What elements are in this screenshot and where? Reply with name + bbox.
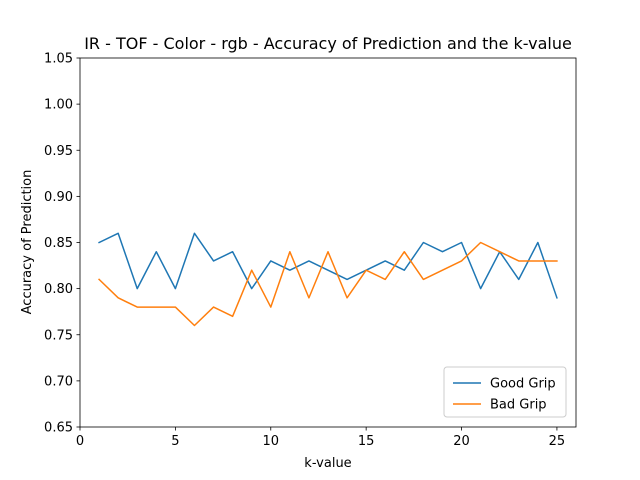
y-tick-label: 1.05 <box>44 52 73 67</box>
x-tick-label: 10 <box>262 434 279 449</box>
y-tick-label: 0.95 <box>44 144 73 159</box>
x-tick-label: 15 <box>358 434 375 449</box>
chart-title: IR - TOF - Color - rgb - Accuracy of Pre… <box>84 34 572 53</box>
legend-label-1: Good Grip <box>490 377 556 392</box>
x-axis-label: k-value <box>304 456 351 471</box>
y-axis-label: Accuracy of Prediction <box>20 170 35 315</box>
y-tick-label: 0.90 <box>44 190 73 205</box>
y-tick-label: 0.75 <box>44 328 73 343</box>
y-tick-label: 0.65 <box>44 421 73 436</box>
y-tick-label: 0.80 <box>44 282 73 297</box>
x-tick-label: 25 <box>549 434 566 449</box>
y-tick-label: 0.70 <box>44 374 73 389</box>
legend-label-2: Bad Grip <box>490 398 547 413</box>
series-line-1 <box>98 232 558 299</box>
x-tick-label: 20 <box>453 434 470 449</box>
x-tick-label: 0 <box>76 434 84 449</box>
y-tick-label: 0.85 <box>44 236 73 251</box>
y-tick-label: 1.00 <box>44 98 73 113</box>
x-tick-label: 5 <box>171 434 179 449</box>
plot-area: 0 5 10 15 20 25 0.65 0.70 0.75 0.80 0.85 0.90 0.95 1.… <box>44 52 577 449</box>
series-line-2 <box>98 241 558 327</box>
